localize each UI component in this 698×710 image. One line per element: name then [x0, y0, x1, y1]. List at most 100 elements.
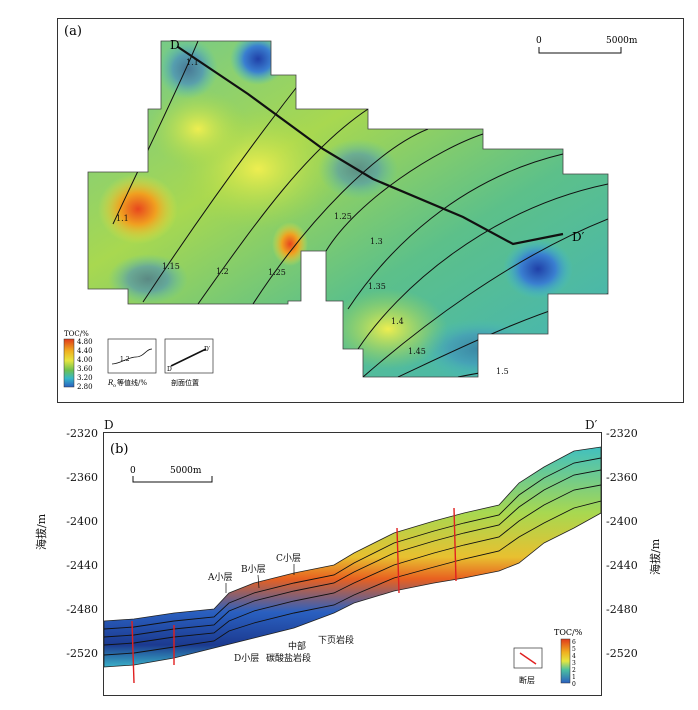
contour-label-6: 1.3 [370, 237, 383, 246]
contour-label-7: 1.35 [368, 282, 386, 291]
legend-tick: 3.20 [77, 374, 93, 382]
section-end-label: D′ [572, 230, 585, 244]
map-panel-a: (a) [57, 18, 684, 403]
y-tick-right: -2480 [606, 603, 638, 616]
y-tick-left: -2480 [66, 603, 98, 616]
legend-b-tick: 5 [572, 646, 576, 653]
y-tick-left: -2440 [66, 559, 98, 572]
y-tick-left: -2320 [66, 427, 98, 440]
contour-label-9: 1.45 [408, 347, 426, 356]
fault-line [396, 527, 400, 594]
legend-tick: 3.60 [77, 365, 93, 373]
contour-line [362, 218, 608, 377]
contour-label-1: 1.1 [186, 58, 199, 67]
contour-line [197, 108, 369, 305]
legend-section-end: D′ [204, 346, 211, 353]
y-axis-title-right: 海拔/m [649, 538, 662, 575]
contour-line [142, 78, 304, 303]
cross-section-panel-b: (b) 0 5000m A小层 B小层 C小层 D小层 中部 [103, 432, 602, 696]
scale-bar-b: 0 5000m [130, 466, 213, 483]
annotation-a-layer: A小层 [207, 572, 233, 583]
fault-line [131, 620, 135, 684]
horizon-line [103, 484, 602, 646]
section-annotations: A小层 B小层 C小层 D小层 中部 碳酸盐岩段 下页岩段 [207, 553, 354, 664]
contour-label-3: 1.2 [216, 267, 229, 276]
legend-tick: 4.80 [77, 338, 93, 346]
annotation-middle-2: 碳酸盐岩段 [266, 652, 311, 664]
legend-tick: 4.40 [77, 347, 93, 355]
annotation-b-layer: B小层 [241, 564, 266, 575]
legend-b-tick: 1 [572, 674, 576, 681]
legend-b-colorbar [560, 638, 571, 684]
contour-label-5: 1.25 [334, 212, 352, 221]
legend-section-caption: 剖面位置 [171, 378, 199, 387]
contour-label-8: 1.4 [391, 317, 404, 326]
fault-legend-line [519, 652, 537, 665]
horizon-line [103, 500, 602, 656]
legend-contour-box [107, 338, 157, 374]
legend-b-tick: 4 [572, 653, 576, 660]
scale-zero: 0 [536, 36, 542, 46]
scale-distance: 5000m [606, 36, 638, 46]
horizon-line [103, 469, 602, 638]
panel-a-label: (a) [64, 24, 82, 39]
legend-contour-caption: R [107, 379, 114, 387]
annotation-c-layer: C小层 [276, 553, 301, 564]
toc-cross-section: (b) 0 5000m A小层 B小层 C小层 D小层 中部 [103, 442, 602, 688]
contour-label-10: 1.5 [496, 367, 509, 376]
legend-colorbar [63, 338, 75, 388]
section-start-label: D [170, 38, 180, 52]
legend-b-tick: 2 [572, 667, 576, 674]
contour-line [252, 128, 429, 305]
contour-labels: 1.1 1.15 1.2 1.25 1.25 1.3 1.35 1.4 1.45… [116, 58, 509, 376]
scale-bar-a: 0 5000m [536, 36, 638, 54]
legend-contour-sample: 1.2 [120, 356, 130, 363]
annotation-d-layer: D小层 [234, 653, 259, 664]
y-tick-left: -2520 [66, 647, 98, 660]
legend-b-tick: 6 [572, 639, 576, 646]
panel-b-label: (b) [110, 442, 128, 457]
contour-line [325, 133, 484, 252]
fault-legend-caption: 断层 [519, 675, 535, 685]
faults [131, 507, 457, 684]
left-section-letter: D [104, 418, 114, 432]
legend-tick: 4.00 [77, 356, 93, 364]
contour-label-11: 1.1 [116, 214, 129, 223]
strata-body [103, 446, 602, 668]
contour-line [347, 153, 564, 310]
legend-b-tick: 3 [572, 660, 576, 667]
legend-a: TOC/% 4.80 4.40 4.00 3.60 3.20 2.80 1.2 … [63, 330, 214, 391]
ro-contours [112, 41, 608, 377]
scale-zero: 0 [130, 466, 136, 476]
section-line [177, 46, 564, 246]
contour-line [112, 41, 199, 225]
legend-section-box [164, 338, 214, 374]
contour-label-2: 1.15 [162, 262, 180, 271]
legend-tick: 2.80 [77, 383, 93, 391]
y-axis-title-left: 海拔/m [35, 513, 48, 550]
contour-line [357, 183, 608, 350]
legend-contour-caption-sub: o [113, 383, 116, 389]
legend-title: TOC/% [64, 330, 89, 338]
y-tick-right: -2360 [606, 471, 638, 484]
fault-line [453, 507, 457, 582]
horizon-line [103, 457, 602, 630]
annotation-lower-shale: 下页岩段 [318, 634, 354, 646]
annotation-middle-1: 中部 [288, 640, 306, 652]
legend-section-start: D [167, 366, 172, 373]
y-tick-right: -2520 [606, 647, 638, 660]
toc-map: (a) [63, 24, 638, 391]
legend-b-tick: 0 [572, 681, 576, 688]
scale-distance: 5000m [170, 466, 202, 476]
right-section-letter: D′ [585, 418, 598, 432]
y-tick-right: -2440 [606, 559, 638, 572]
legend-contour-caption-rest: 等值线/% [117, 378, 147, 387]
y-tick-right: -2320 [606, 427, 638, 440]
y-tick-left: -2360 [66, 471, 98, 484]
horizon-lines [103, 457, 602, 656]
y-tick-right: -2400 [606, 515, 638, 528]
legend-b-title: TOC/% [554, 628, 583, 637]
contour-label-4: 1.25 [268, 268, 286, 277]
legend-b: 断层 TOC/% 6 5 4 3 2 1 0 [513, 628, 583, 688]
y-tick-left: -2400 [66, 515, 98, 528]
